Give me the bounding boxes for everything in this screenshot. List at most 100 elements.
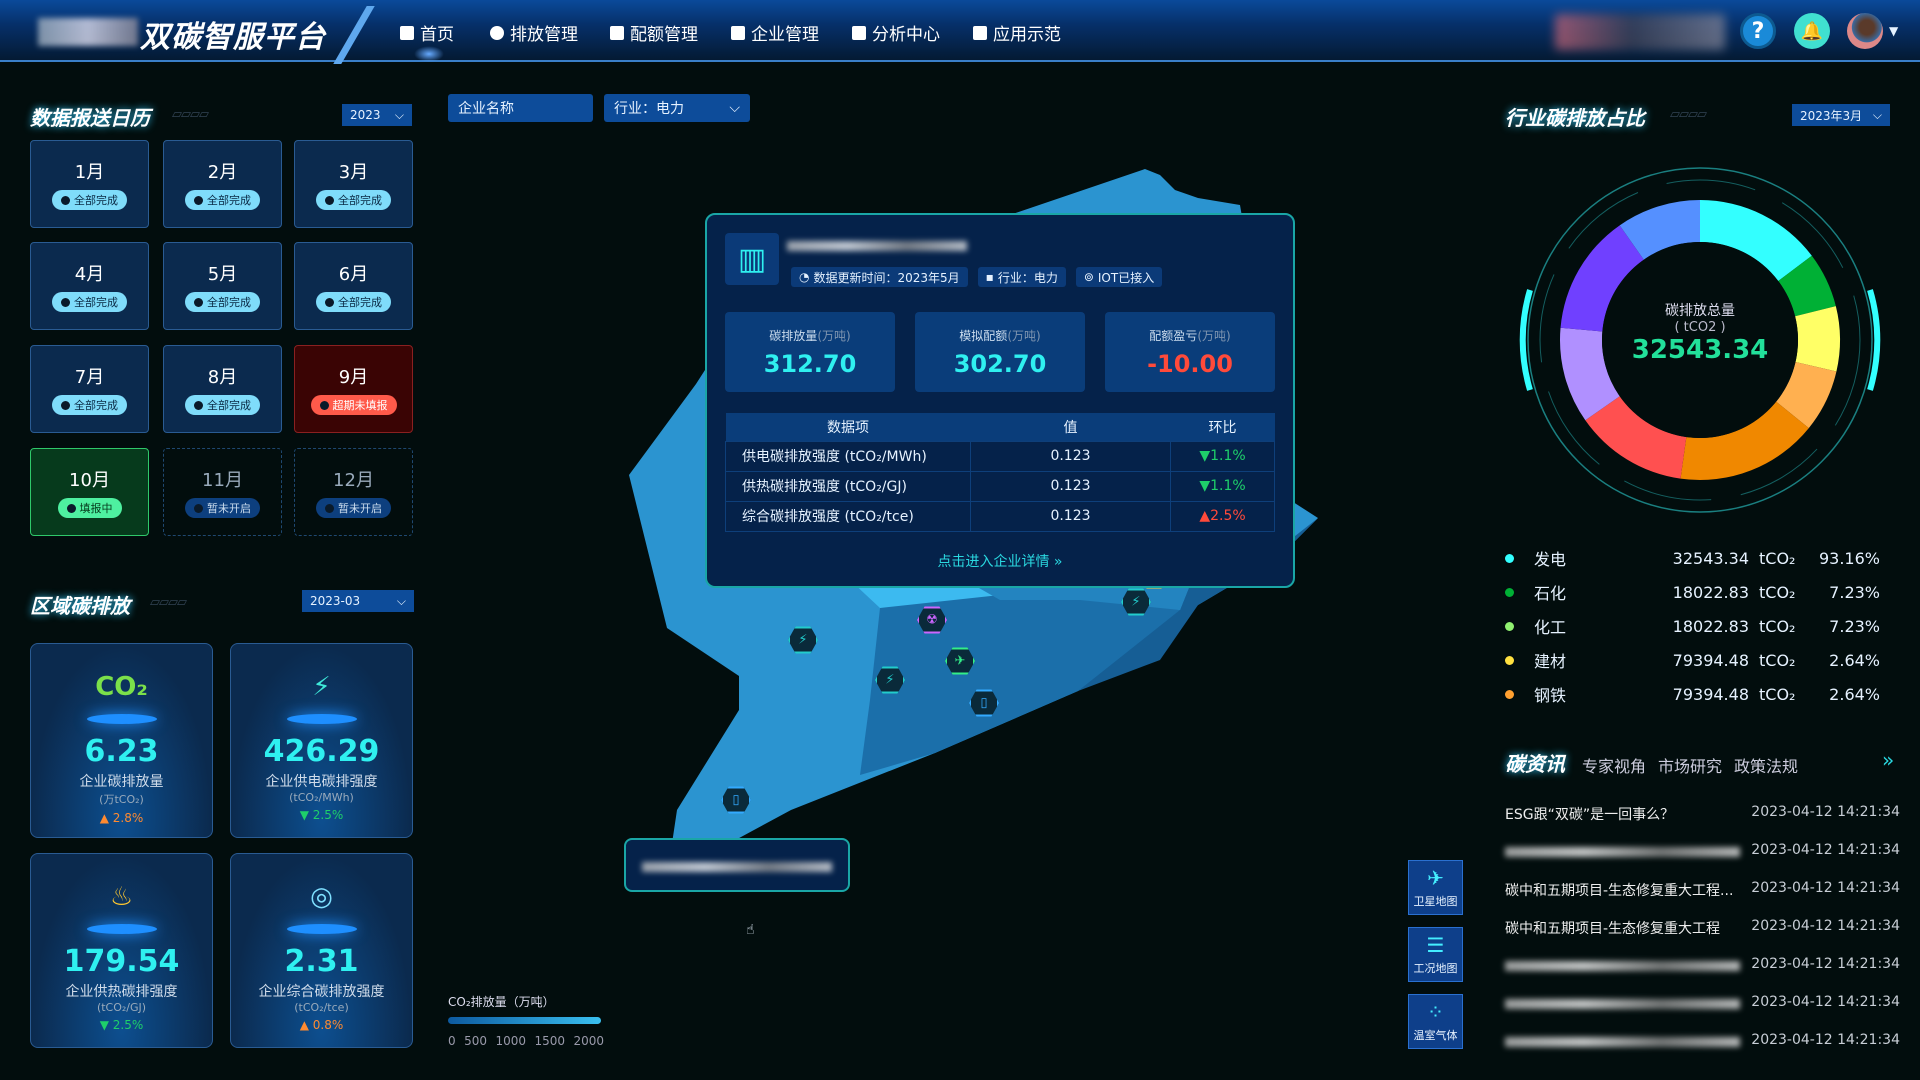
radiation-icon[interactable]: ☢ — [917, 606, 947, 634]
donut-segment[interactable] — [1795, 306, 1840, 372]
stat-unit: (万tCO₂) — [99, 793, 144, 806]
calendar-month-cell[interactable]: 5月 全部完成 — [163, 242, 282, 330]
year-select[interactable]: 2023 ⌵ — [342, 104, 412, 126]
news-item[interactable]: 2023-04-12 14:21:34 — [1505, 956, 1900, 972]
industry-select[interactable]: 行业：电力 ⌵ — [604, 94, 750, 122]
nav-demo[interactable]: 应用示范 — [973, 20, 1061, 45]
notification-button[interactable]: 🔔 — [1794, 13, 1830, 49]
news-item[interactable]: 2023-04-12 14:21:34 — [1505, 1032, 1900, 1048]
grid-icon — [973, 25, 987, 40]
status-text: 超期未填报 — [332, 399, 388, 412]
news-item[interactable]: 碳中和五期项目-生态修复重大工程 2023-04-12 14:21:34 — [1505, 918, 1900, 938]
bolt-icon[interactable]: ⚡ — [788, 626, 818, 654]
donut-segment[interactable] — [1778, 255, 1836, 317]
calendar-month-cell[interactable]: 12月 暂未开启 — [294, 448, 413, 536]
status-text: 全部完成 — [207, 296, 251, 309]
company-detail-link[interactable]: 点击进入企业详情 » — [937, 554, 1063, 570]
map-region-central[interactable] — [860, 590, 1198, 775]
nav-emission[interactable]: 排放管理 — [490, 20, 578, 45]
calendar-month-cell[interactable]: 1月 全部完成 — [30, 140, 149, 228]
nav-active-glow — [414, 46, 444, 62]
industry-month-select[interactable]: 2023年3月 ⌵ — [1792, 104, 1890, 126]
map-layer-button[interactable]: ⁘ 温室气体 — [1408, 994, 1463, 1049]
legend-tick: 500 — [464, 1034, 487, 1048]
kpi-row: 碳排放量(万吨) 312.70 模拟配额(万吨) 302.70 配额盈亏(万吨) -10.… — [725, 312, 1275, 392]
news-time: 2023-04-12 14:21:34 — [1751, 918, 1900, 934]
calendar-month-cell[interactable]: 2月 全部完成 — [163, 140, 282, 228]
avatar-caret-icon[interactable]: ▼ — [1889, 24, 1899, 38]
donut-segment[interactable] — [1680, 401, 1809, 480]
status-icon — [325, 195, 334, 205]
donut-segment[interactable] — [1776, 362, 1837, 429]
plane-icon[interactable]: ✈ — [945, 647, 975, 675]
status-text: 填报中 — [79, 502, 113, 515]
donut-segment[interactable] — [1619, 200, 1700, 260]
nav-enterprise[interactable]: 企业管理 — [731, 20, 819, 45]
more-news-icon[interactable]: » — [1882, 748, 1895, 772]
news-title: 碳中和五期项目-生态修复重大工程 — [1505, 921, 1721, 937]
donut-segment[interactable] — [1560, 225, 1644, 332]
document-icon[interactable]: ▯ — [721, 786, 751, 814]
calendar-month-cell[interactable]: 8月 全部完成 — [163, 345, 282, 433]
bolt-icon[interactable]: ⚡ — [1121, 588, 1151, 616]
map-layer-button[interactable]: ☰ 工况地图 — [1408, 927, 1463, 982]
target-icon: ◎ — [310, 882, 333, 912]
bolt-icon[interactable]: ⚡ — [875, 666, 905, 694]
news-time: 2023-04-12 14:21:34 — [1751, 956, 1900, 972]
app-title: 双碳智服平台 — [140, 20, 326, 55]
status-icon — [61, 400, 70, 410]
status-text: 全部完成 — [338, 296, 382, 309]
calendar-month-cell[interactable]: 3月 全部完成 — [294, 140, 413, 228]
calendar-month-cell[interactable]: 11月 暂未开启 — [163, 448, 282, 536]
status-icon — [319, 400, 329, 410]
calendar-month-cell[interactable]: 6月 全部完成 — [294, 242, 413, 330]
document-icon[interactable]: ▯ — [969, 689, 999, 717]
map-layer-button[interactable]: ✈ 卫星地图 — [1408, 860, 1463, 915]
stat-change: ▲ 0.8% — [299, 1018, 344, 1032]
month-label: 9月 — [338, 367, 369, 388]
news-time: 2023-04-12 14:21:34 — [1751, 994, 1900, 1010]
status-badge: 全部完成 — [52, 292, 127, 312]
calendar-month-cell[interactable]: 9月超期未填报 — [294, 345, 413, 433]
news-item[interactable]: 2023-04-12 14:21:34 — [1505, 994, 1900, 1010]
donut-segment[interactable] — [1585, 396, 1687, 479]
donut-segment[interactable] — [1560, 327, 1620, 421]
news-tab[interactable]: 专家视角 — [1582, 757, 1647, 776]
news-title: ESG跟“双碳”是一回事么？ — [1505, 807, 1675, 823]
news-item[interactable]: ESG跟“双碳”是一回事么？ 2023-04-12 14:21:34 — [1505, 804, 1900, 824]
tag-text: 数据更新时间：2023年5月 — [813, 270, 960, 285]
nav-label: 应用示范 — [993, 25, 1061, 45]
news-tab[interactable]: 市场研究 — [1658, 757, 1723, 776]
legend-tick: 2000 — [573, 1034, 604, 1048]
news-item[interactable]: 2023-04-12 14:21:34 — [1505, 842, 1900, 858]
kpi-card: 碳排放量(万吨) 312.70 — [725, 312, 895, 392]
month-select[interactable]: 2023-03 ⌵ — [302, 590, 414, 612]
total-label: 碳排放总量 — [1665, 303, 1735, 319]
legend-dot — [1505, 553, 1514, 563]
legend-unit: tCO₂ — [1759, 548, 1796, 568]
news-tab[interactable]: 政策法规 — [1734, 757, 1799, 776]
avatar[interactable] — [1847, 13, 1883, 49]
donut-segment[interactable] — [1700, 200, 1812, 282]
status-badge: 全部完成 — [52, 395, 127, 415]
nav-quota[interactable]: 配额管理 — [610, 20, 698, 45]
calendar-month-cell[interactable]: 7月 全部完成 — [30, 345, 149, 433]
building-icon: ▥ — [725, 233, 779, 285]
news-item[interactable]: 碳中和五期项目-生态修复重大工程... 2023-04-12 14:21:34 — [1505, 880, 1900, 900]
calendar-month-cell[interactable]: 10月 填报中 — [30, 448, 149, 536]
calendar-month-cell[interactable]: 4月 全部完成 — [30, 242, 149, 330]
status-badge: 填报中 — [57, 498, 122, 518]
status-badge: 全部完成 — [52, 190, 127, 210]
company-name-input[interactable]: 企业名称 — [448, 94, 593, 122]
status-badge: 全部完成 — [185, 292, 260, 312]
news-title — [1505, 961, 1740, 971]
nav-home[interactable]: 首页 — [400, 20, 454, 45]
kpi-value: -10.00 — [1147, 349, 1233, 378]
help-button[interactable]: ? — [1740, 13, 1776, 49]
industry-value: 行业：电力 — [614, 101, 684, 117]
nav-analysis[interactable]: 分析中心 — [852, 20, 940, 45]
legend-row: 发电 32543.34 tCO₂ 93.16% — [1505, 543, 1880, 573]
cursor-icon: ☝ — [746, 922, 755, 938]
legend-name: 钢铁 — [1534, 686, 1567, 705]
table-row: 供电碳排放强度 (tCO₂/MWh) 0.123 ▼1.1% — [725, 440, 1275, 472]
